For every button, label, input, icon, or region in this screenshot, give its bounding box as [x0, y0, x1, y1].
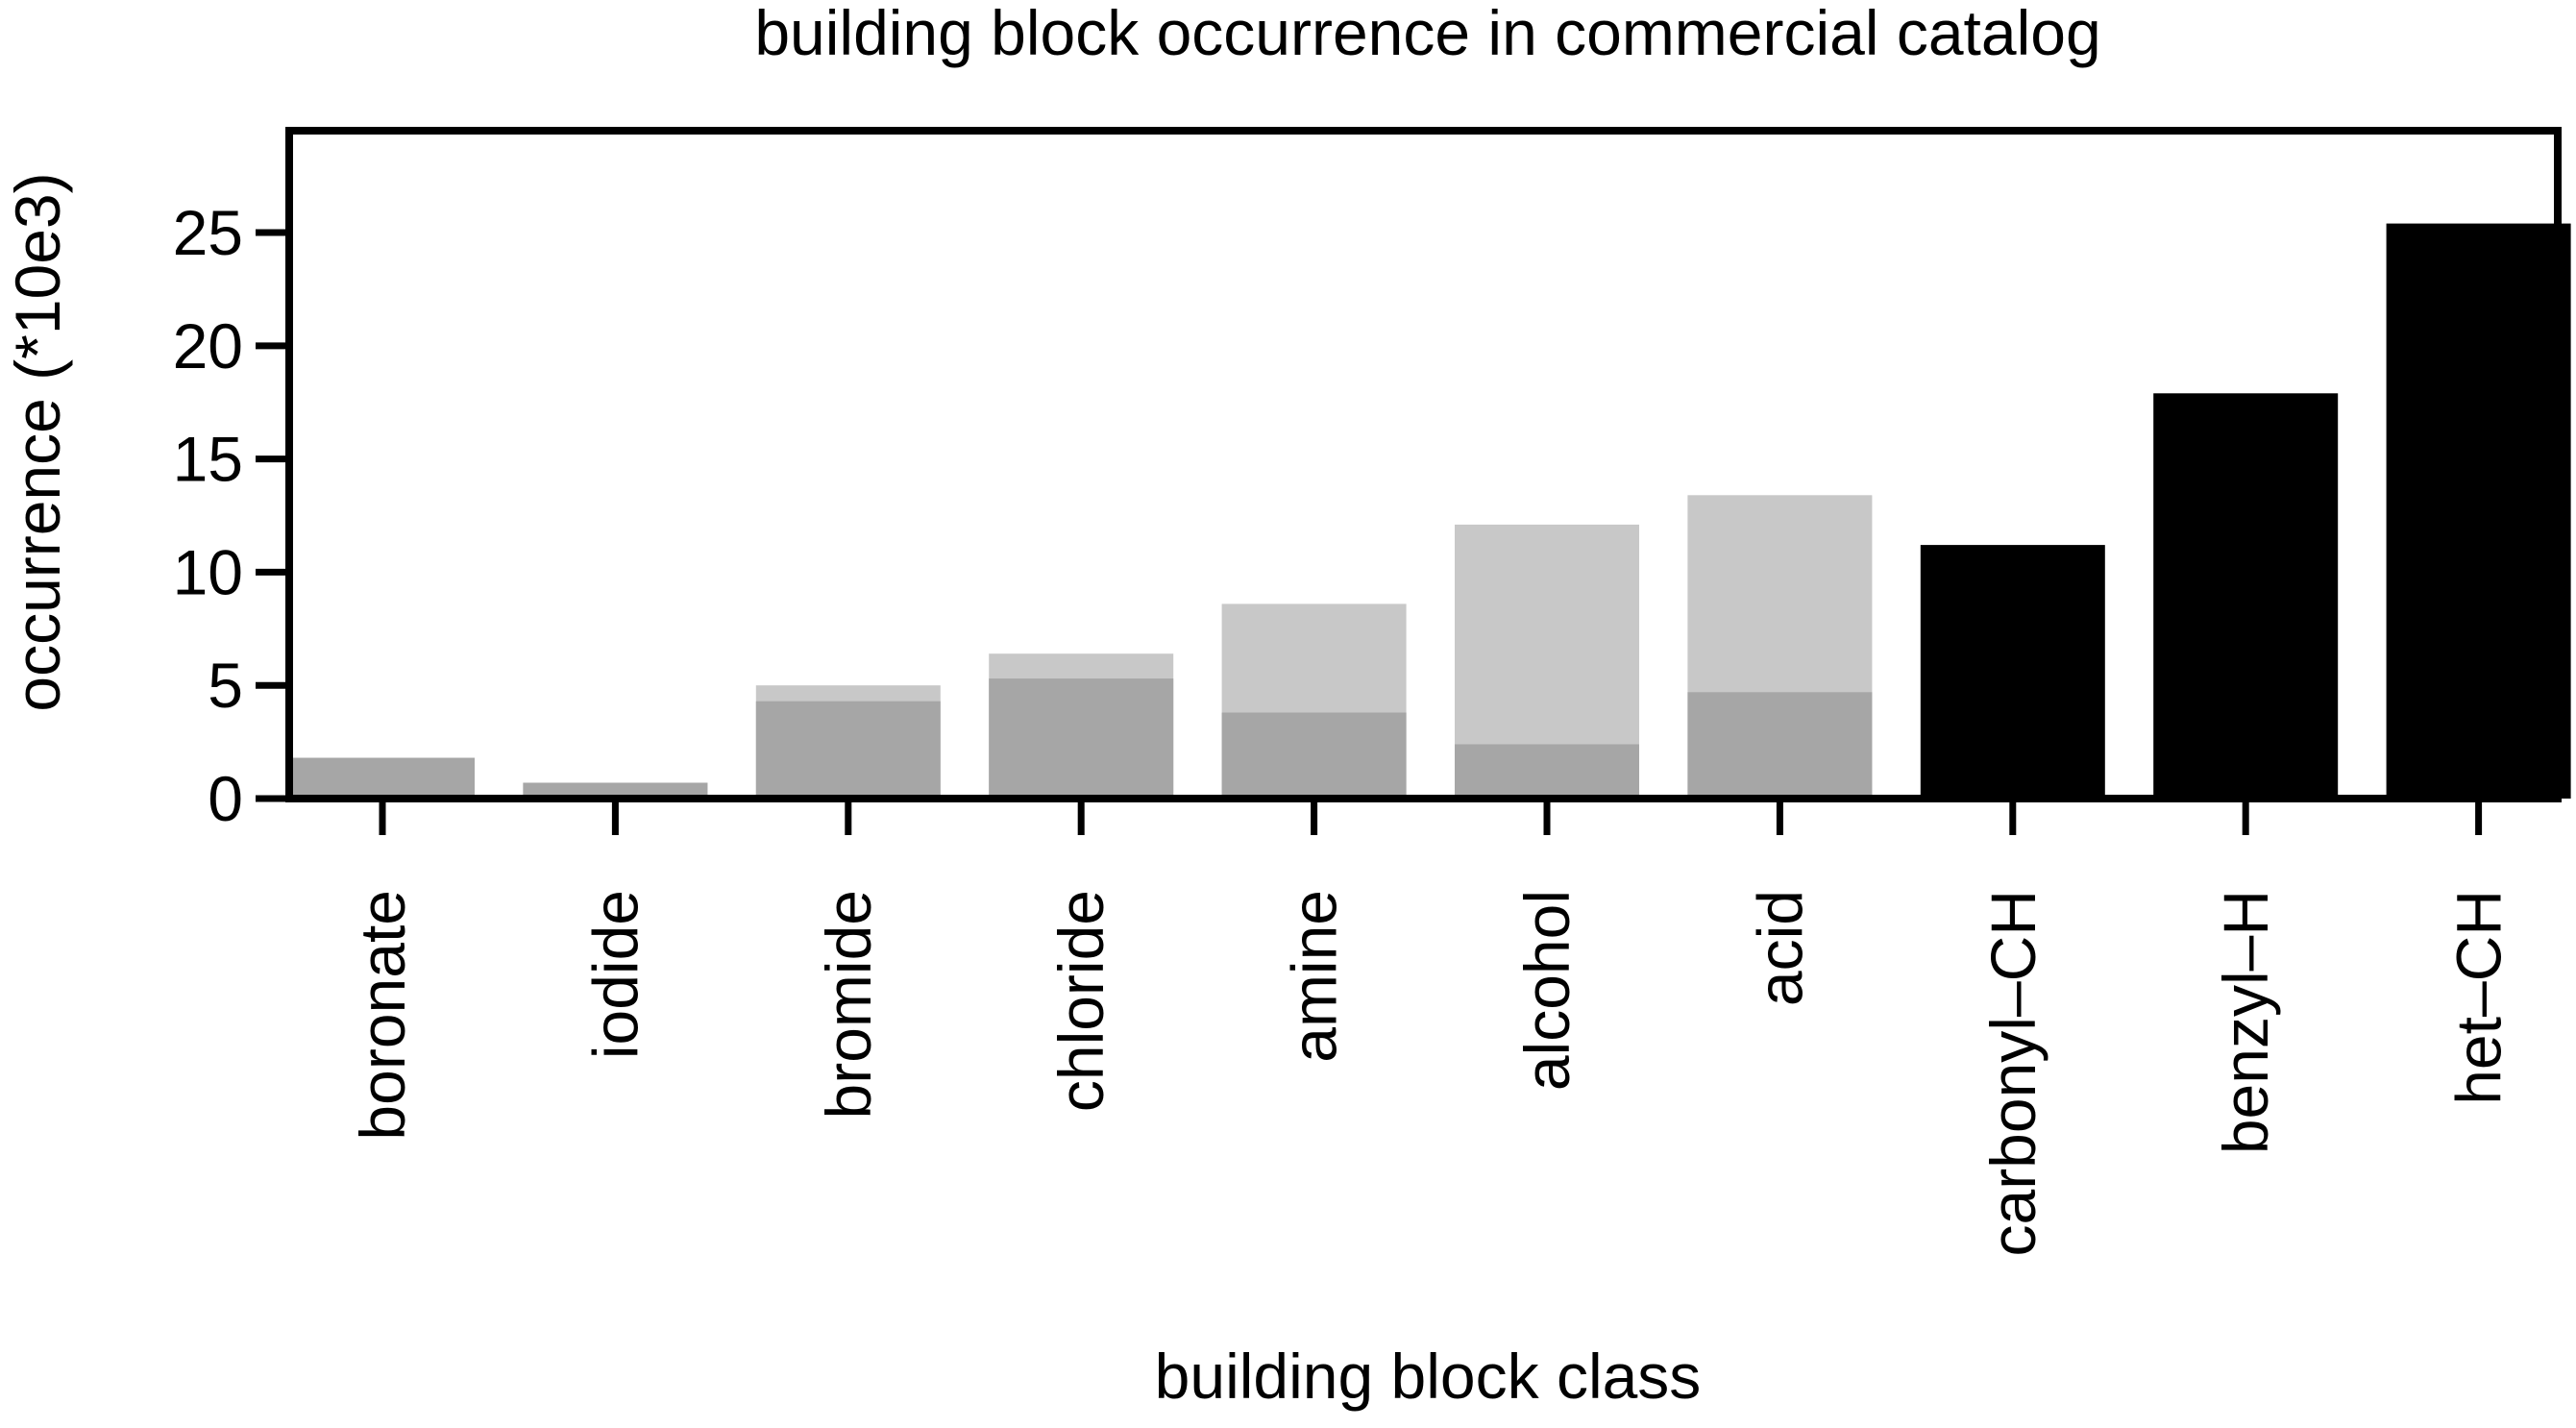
bar [290, 757, 475, 799]
x-tick-label: amine [1279, 890, 1350, 1063]
bar [1687, 692, 1873, 799]
x-ticks: boronate iodide bromide chloride amine alcoho… [347, 799, 2515, 1257]
x-tick-label: iodide [579, 890, 650, 1059]
y-tick-label: 5 [208, 650, 243, 721]
y-tick-label: 15 [173, 424, 243, 495]
y-tick-label: 0 [208, 763, 243, 834]
x-axis-label: building block class [1155, 1341, 1702, 1412]
x-tick-label: bromide [813, 890, 884, 1119]
bars-layer [290, 223, 2571, 800]
bar [989, 678, 1174, 799]
bar [2153, 393, 2339, 799]
bar [1455, 744, 1639, 799]
x-tick-label: carbonyl–CH [1977, 890, 2049, 1257]
x-tick-label: alcohol [1511, 890, 1582, 1091]
bar [1221, 712, 1407, 799]
x-tick-label: boronate [347, 890, 418, 1141]
plot-frame [285, 127, 2562, 802]
y-ticks: 0 5 10 15 20 25 [173, 197, 289, 834]
x-tick-label: acid [1744, 890, 1815, 1006]
x-tick-label: chloride [1045, 890, 1116, 1112]
x-tick-label: het–CH [2443, 890, 2515, 1105]
bar [1920, 545, 2105, 799]
y-axis-label: occurrence (*10e3) [2, 172, 73, 711]
y-tick-label: 10 [173, 536, 243, 607]
bar [2386, 223, 2571, 800]
y-tick-label: 25 [173, 197, 243, 268]
chart-title: building block occurrence in commercial … [754, 0, 2100, 68]
bar [523, 782, 708, 799]
x-tick-label: benzyl–H [2210, 890, 2281, 1154]
y-tick-label: 20 [173, 310, 243, 382]
bar [755, 701, 941, 799]
